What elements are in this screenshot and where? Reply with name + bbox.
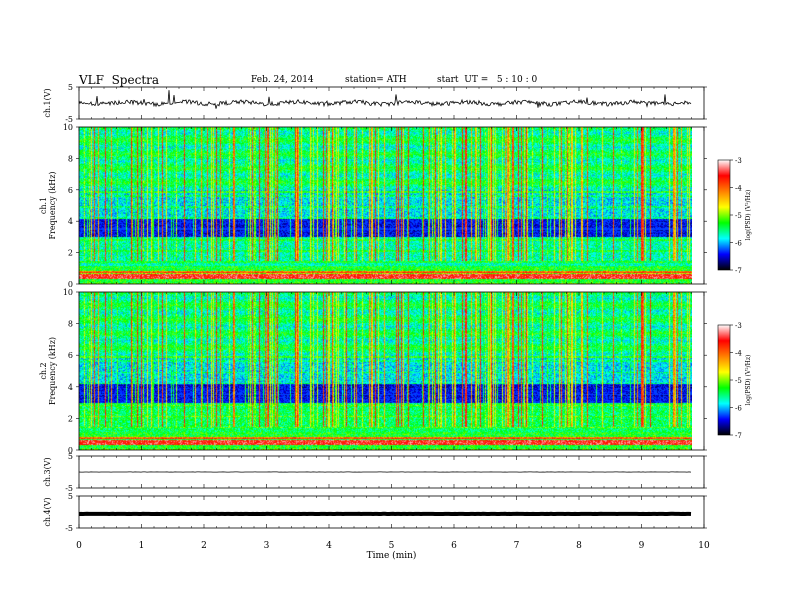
colorbar-label: log(PSD) (V²/Hz): [745, 190, 752, 241]
waveform-layer: [78, 90, 692, 517]
y-tick-label: 0: [68, 446, 73, 455]
y-tick-label: 10: [63, 288, 73, 297]
y-tick-label: -5: [65, 115, 73, 124]
x-tick-label: 0: [76, 541, 82, 551]
y-axis-label: ch.2: [39, 362, 48, 379]
y-tick-label: 8: [68, 320, 73, 329]
y-axis-label: ch.1(V): [43, 88, 52, 117]
x-tick-label: 2: [201, 541, 207, 551]
colorbar-label: log(PSD) (V²/Hz): [745, 355, 752, 406]
y-tick-label: 4: [68, 383, 73, 392]
colorbar-tick-label: -5: [735, 212, 742, 220]
colorbar-tick-label: -7: [735, 267, 742, 275]
x-tick-label: 5: [389, 541, 395, 551]
y-tick-label: 0: [68, 280, 73, 289]
y-tick-label: 5: [68, 452, 73, 461]
y-tick-label: 4: [68, 217, 73, 226]
y-tick-label: 6: [68, 351, 73, 360]
x-tick-label: 3: [264, 541, 270, 551]
x-axis-label: Time (min): [367, 550, 417, 561]
chart-title: VLF Spectra: [79, 73, 160, 87]
y-tick-label: 2: [68, 249, 73, 258]
y-tick-label: 5: [68, 492, 73, 501]
x-tick-label: 8: [576, 541, 582, 551]
y-axis-label: ch.4(V): [43, 497, 52, 526]
colorbar-tick-label: -7: [735, 432, 742, 440]
y-tick-label: -5: [65, 484, 73, 493]
colorbar-tick-label: -6: [735, 240, 742, 248]
y-tick-label: 2: [68, 414, 73, 423]
spectrogram-ch1: [79, 127, 692, 284]
x-tick-label: 10: [698, 541, 710, 551]
x-tick-label: 9: [639, 541, 645, 551]
waveform-ch1v: [78, 90, 692, 109]
y-tick-label: 5: [68, 83, 73, 92]
x-tick-label: 6: [451, 541, 457, 551]
x-tick-label: 7: [514, 541, 520, 551]
spectrogram-ch2: [79, 292, 692, 450]
start-time-label: start UT = 5 : 10 : 0: [437, 75, 538, 85]
colorbar-layer: -3 -4 -5 -6 -7 log(PSD) (V²/Hz) -3 -4 -5 -6 -7 log(…: [717, 157, 752, 440]
x-tick-label: 1: [139, 541, 145, 551]
colorbar-tick-label: -6: [735, 405, 742, 413]
y-axis-label: ch.1: [39, 197, 48, 214]
colorbar-tick-label: -4: [735, 185, 742, 193]
spectrogram-layer: [79, 127, 692, 450]
y-tick-label: -5: [65, 524, 73, 533]
colorbar-ch2: [717, 324, 731, 436]
colorbar-tick-label: -3: [735, 157, 742, 165]
y-axis-label: ch.3(V): [43, 457, 52, 486]
y-tick-label: 6: [68, 186, 73, 195]
y-axis-label: Frequency (kHz): [48, 337, 57, 405]
x-tick-label: 4: [326, 541, 332, 551]
y-axis-label: Frequency (kHz): [48, 171, 57, 239]
y-tick-label: 8: [68, 154, 73, 163]
station-label: station= ATH: [345, 75, 407, 85]
colorbar-tick-label: -5: [735, 377, 742, 385]
y-tick-label: 10: [63, 123, 73, 132]
colorbar-tick-label: -4: [735, 350, 742, 358]
colorbar-tick-label: -3: [735, 322, 742, 330]
date-label: Feb. 24, 2014: [251, 75, 314, 85]
colorbar-ch1: [717, 159, 731, 271]
